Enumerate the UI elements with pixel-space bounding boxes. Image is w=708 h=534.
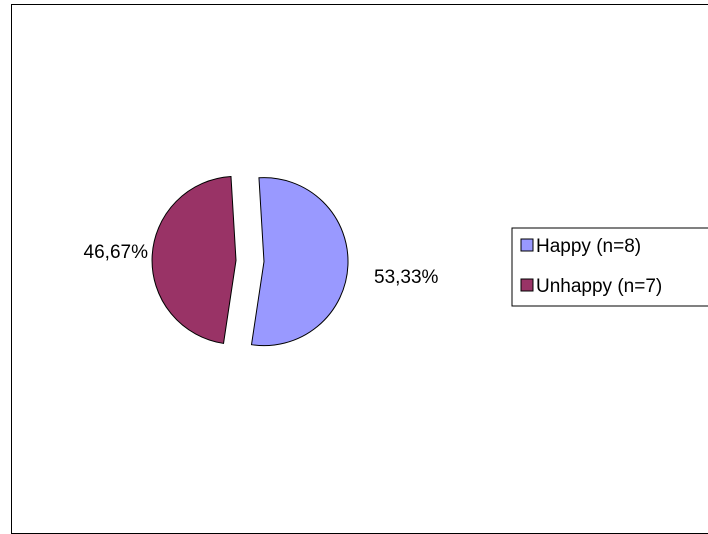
pie-data-labels: 53,33% 46,67% — [84, 242, 439, 288]
legend-swatch-happy — [520, 238, 534, 252]
legend-label-unhappy: Unhappy (n=7) — [536, 276, 662, 297]
pie-chart: 53,33% 46,67% Happy (n=8) Unhappy (n=7) — [84, 176, 708, 347]
pie-slices — [151, 176, 349, 347]
legend: Happy (n=8) Unhappy (n=7) — [511, 227, 708, 307]
legend-swatch-unhappy — [520, 278, 534, 292]
legend-label-happy: Happy (n=8) — [536, 236, 641, 257]
data-label-unhappy: 46,67% — [84, 242, 149, 263]
data-label-happy: 53,33% — [374, 267, 439, 288]
pie-slice-happy — [250, 177, 349, 347]
legend-frame — [511, 227, 708, 307]
pie-slice-unhappy — [151, 176, 237, 345]
